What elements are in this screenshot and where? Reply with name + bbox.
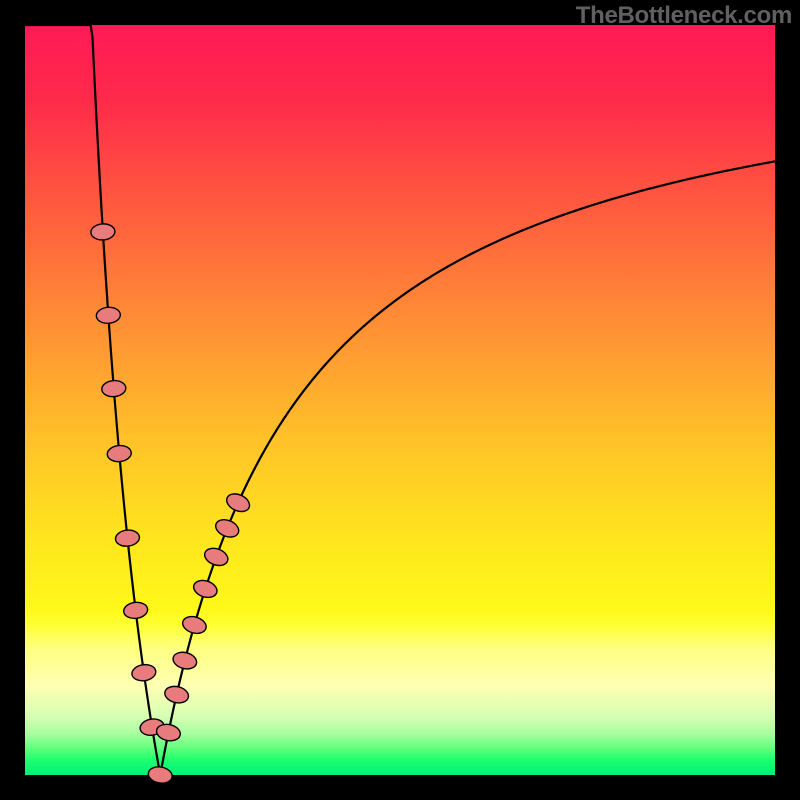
background-gradient	[0, 0, 800, 800]
chart-container: TheBottleneck.com	[0, 0, 800, 800]
watermark-text: TheBottleneck.com	[576, 2, 792, 30]
plot-rect	[25, 25, 775, 775]
